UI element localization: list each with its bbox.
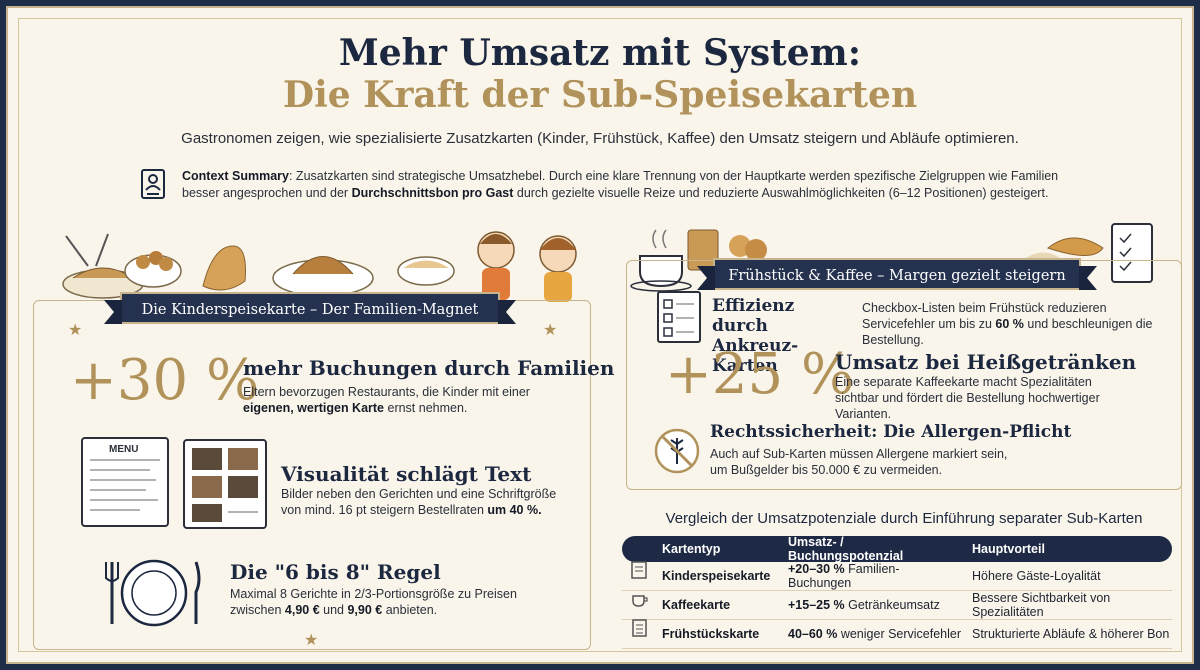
context-label: Context Summary — [182, 169, 289, 183]
row-type-cell: Frühstückskarte — [622, 619, 778, 641]
table-header: Kartentyp Umsatz- / Buchungspotenzial Ha… — [622, 535, 1172, 563]
row-potential: +15–25 % Getränkeumsatz — [778, 598, 962, 612]
rule-price-2: 9,90 € — [347, 603, 383, 617]
context-bold: Durchschnittsbon pro Gast — [351, 186, 514, 200]
allergen-text: Auch auf Sub-Karten müssen Allergene mar… — [710, 447, 1008, 477]
visual-text-a: Bilder neben den Gerichten und eine Schr… — [281, 487, 557, 517]
row-benefit: Strukturierte Abläufe & höherer Bon — [972, 627, 1170, 641]
row-potential-bold: 40–60 % — [788, 627, 838, 641]
rule-and: und — [319, 603, 348, 617]
row-type: Kaffeekarte — [662, 598, 731, 612]
visual-text: Bilder neben den Gerichten und eine Schr… — [281, 486, 561, 518]
star-icon: ★ — [543, 322, 558, 339]
rule-title: Die "6 bis 8" Regel — [230, 560, 441, 584]
breakfast-banner: Frühstück & Kaffee – Margen gezielt stei… — [697, 258, 1097, 290]
coffee-stat-title: Umsatz bei Heißgetränken — [835, 350, 1137, 374]
coffee-cup-icon — [632, 595, 648, 607]
context-text-b: durch gezielte visuelle Reize und reduzi… — [513, 186, 1049, 200]
title-line-1: Mehr Umsatz mit System: — [338, 32, 862, 74]
comparison-title: Vergleich der Umsatzpotenziale durch Ein… — [665, 510, 1143, 527]
efficiency-title: Effizienz durch Ankreuz-Karten — [712, 296, 799, 376]
kids-stat-title: mehr Buchungen durch Familien — [243, 356, 615, 380]
header-benefit: Hauptvorteil — [972, 542, 1045, 556]
kids-menu-icon — [631, 561, 647, 579]
no-wheat-icon — [654, 428, 700, 474]
context-text: Context Summary: Zusatzkarten sind strat… — [182, 168, 1068, 202]
kids-stat-text-a: Eltern bevorzugen Restaurants, die Kinde… — [243, 385, 530, 399]
checklist-icon — [657, 291, 701, 343]
row-potential-bold: +15–25 % — [788, 598, 845, 612]
kids-stat-text: Eltern bevorzugen Restaurants, die Kinde… — [243, 384, 543, 416]
star-icon: ★ — [304, 632, 319, 649]
picture-menu-icon — [183, 439, 267, 529]
rule-text: Maximal 8 Gerichte in 2/3-Portionsgröße … — [230, 586, 530, 618]
kids-food-illustration — [62, 231, 577, 302]
coffee-stat-value: +25 % — [665, 342, 855, 407]
kids-stat-text-bold: eigenen, wertigen Karte — [243, 401, 385, 415]
visual-text-bold: um 40 %. — [487, 503, 542, 517]
plate-cutlery-icon — [105, 559, 201, 627]
row-potential: 40–60 % weniger Servicefehler — [778, 627, 962, 641]
rule-text-b: anbieten. — [382, 603, 438, 617]
star-icon: ★ — [68, 322, 83, 339]
row-type: Frühstückskarte — [662, 627, 760, 641]
coffee-stat-text: Eine separate Kaffeekarte macht Speziali… — [835, 375, 1100, 421]
row-potential-rest: weniger Servicefehler — [837, 627, 962, 641]
efficiency-text: Checkbox-Listen beim Frühstück reduziere… — [862, 300, 1162, 348]
checklist-icon — [632, 619, 647, 637]
document-person-icon — [141, 169, 165, 199]
row-potential-rest: Getränkeumsatz — [844, 598, 940, 612]
rule-price-1: 4,90 € — [284, 603, 320, 617]
row-type: Kinderspeisekarte — [662, 569, 771, 583]
subtitle: Gastronomen zeigen, wie spezialisierte Z… — [181, 130, 1019, 147]
context-text-a: : Zusatzkarten sind strategische Umsatzh… — [182, 169, 1059, 200]
visual-title: Visualität schlägt Text — [281, 462, 532, 486]
row-potential: +20–30 % Familien-Buchungen — [778, 562, 962, 590]
row-benefit: Bessere Sichtbarkeit von Spezialitäten — [972, 591, 1111, 619]
efficiency-text-b: und beschleunigen die Bestellung. — [862, 317, 1153, 347]
efficiency-bold: 60 % — [995, 317, 1024, 331]
kids-banner: Die Kinderspeisekarte – Der Familien-Mag… — [104, 292, 516, 324]
kids-stat-text-b: ernst nehmen. — [384, 401, 468, 415]
table-row: Frühstückskarte 40–60 % weniger Servicef… — [622, 619, 1172, 649]
efficiency-text-a: Checkbox-Listen beim Frühstück reduziere… — [862, 301, 1107, 331]
row-potential-bold: +20–30 % — [788, 562, 845, 576]
title-line-2: Die Kraft der Sub-Speisekarten — [282, 74, 918, 116]
row-potential-rest: Familien-Buchungen — [788, 562, 900, 590]
table-row: Kinderspeisekarte +20–30 % Familien-Buch… — [622, 561, 1172, 591]
header-potential: Umsatz- / Buchungspotenzial — [788, 535, 904, 563]
text-menu-icon — [81, 437, 169, 527]
rule-text-a: Maximal 8 Gerichte in 2/3-Portionsgröße … — [230, 587, 517, 617]
infographic-page: Mehr Umsatz mit System: Die Kraft der Su… — [6, 6, 1194, 664]
row-type-cell: Kaffeekarte — [622, 595, 778, 612]
row-type-cell: Kinderspeisekarte — [622, 561, 778, 583]
comparison-table: Kartentyp Umsatz- / Buchungspotenzial Ha… — [622, 535, 1172, 649]
row-benefit: Höhere Gäste-Loyalität — [972, 569, 1101, 583]
kids-stat-value: +30 % — [70, 348, 260, 413]
allergen-title: Rechtssicherheit: Die Allergen-Pflicht — [710, 422, 1072, 442]
table-row: Kaffeekarte +15–25 % Getränkeumsatz Bess… — [622, 591, 1172, 620]
context-summary: Context Summary: Zusatzkarten sind strat… — [138, 168, 1068, 202]
header-kartentyp: Kartentyp — [662, 542, 721, 556]
menu-label: MENU — [109, 444, 139, 455]
